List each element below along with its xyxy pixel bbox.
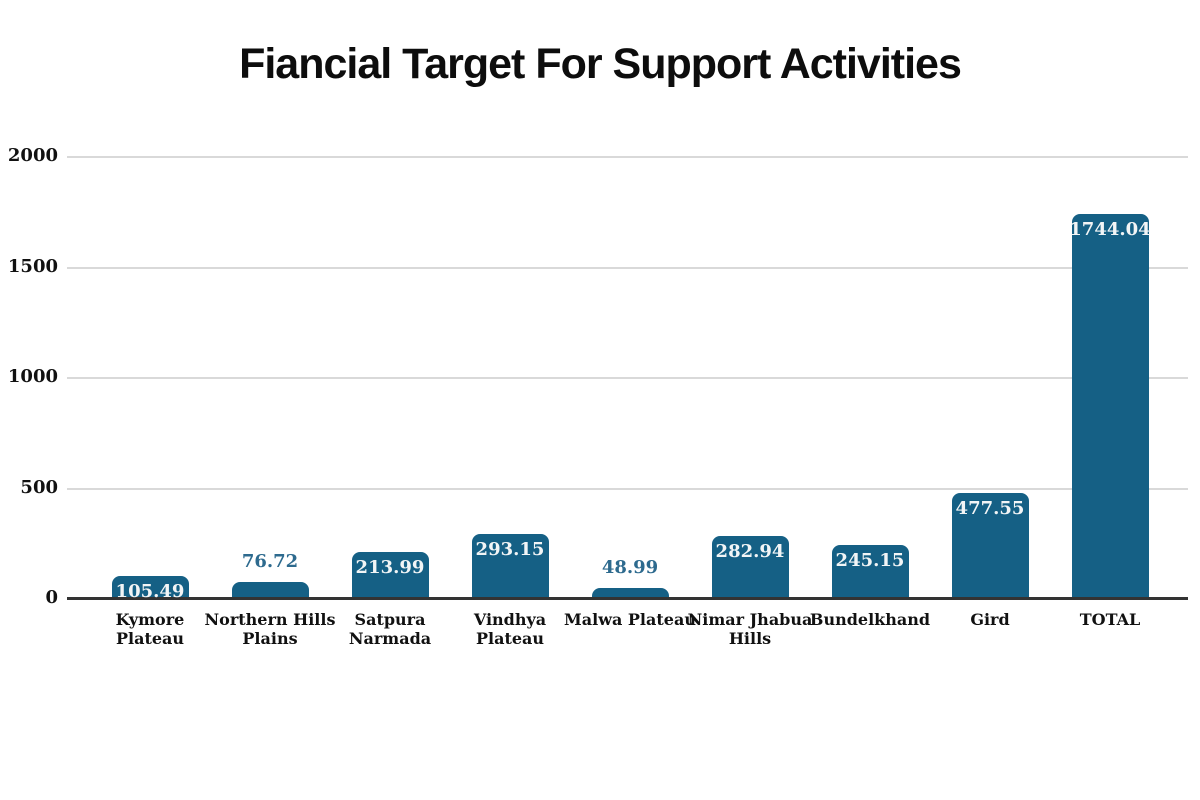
x-axis-line [67, 597, 1188, 600]
bar-value-label: 105.49 [115, 580, 185, 602]
chart-title: Fiancial Target For Support Activities [239, 40, 962, 88]
x-axis-category-label: Bundelkhand [809, 610, 931, 629]
y-axis-tick-label: 2000 [7, 145, 58, 166]
y-axis-tick-label: 1500 [7, 255, 58, 277]
bar [831, 544, 909, 599]
y-axis-tick-label: 500 [20, 476, 58, 498]
bar-value-label: 282.94 [715, 541, 785, 563]
x-axis-category-label: Kymore Plateau [115, 610, 185, 648]
x-axis-category-label: TOTAL [1079, 610, 1141, 629]
bar-value-label: 477.55 [955, 498, 1025, 520]
gridline [67, 377, 1188, 379]
x-axis-category-label: Malwa Plateau [564, 610, 696, 629]
bar-value-label: 48.99 [601, 557, 659, 579]
bar-value-label: 293.15 [475, 539, 545, 561]
gridline [67, 156, 1188, 158]
bar [231, 582, 309, 599]
x-axis-category-label: Vindhya Plateau [473, 610, 547, 648]
bar-value-label: 1744.04 [1069, 218, 1151, 240]
bar [1071, 213, 1149, 599]
bar [471, 534, 549, 599]
plot-area: 0 500 1000 1500 2000 105.49 76.72 213.99 293.15 4… [8, 145, 1188, 608]
bar-value-label: 213.99 [355, 556, 425, 578]
y-axis-tick-label: 1000 [7, 366, 58, 387]
x-axis-category-label: Gird [970, 610, 1010, 629]
bar-value-label: 76.72 [241, 551, 299, 573]
bar-value-label: 245.15 [835, 549, 905, 571]
x-axis-category-label: Northern Hills Plains [204, 610, 336, 648]
gridline [67, 266, 1188, 269]
x-axis-category-label: Satpura Narmada [348, 610, 432, 648]
bar [111, 575, 189, 599]
bar [591, 588, 669, 599]
y-axis-tick-label: 0 [45, 587, 58, 608]
x-axis-category-label: Nimar Jhabua Hills [687, 610, 813, 648]
bar [711, 536, 789, 599]
gridline [67, 487, 1188, 490]
bar [951, 493, 1029, 599]
bar [351, 551, 429, 599]
